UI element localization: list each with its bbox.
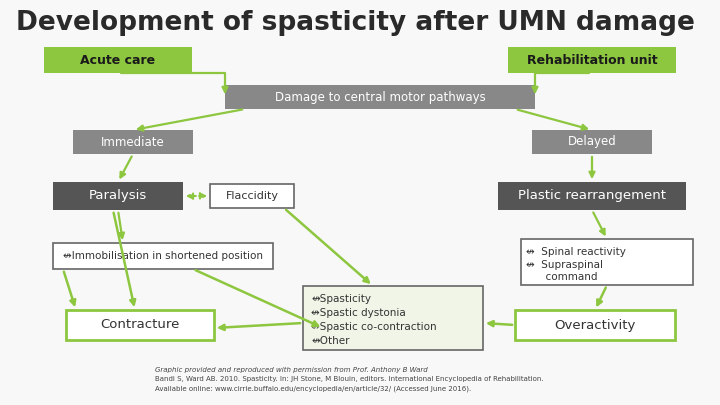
- Text: ↮Spastic dystonia: ↮Spastic dystonia: [311, 308, 406, 318]
- Text: Damage to central motor pathways: Damage to central motor pathways: [274, 90, 485, 104]
- Bar: [508, 47, 676, 73]
- Text: Bandi S, Ward AB. 2010. Spasticity. In: JH Stone, M Blouin, editors. Internation: Bandi S, Ward AB. 2010. Spasticity. In: …: [155, 376, 544, 382]
- Bar: [303, 286, 483, 350]
- Bar: [521, 239, 693, 285]
- Bar: [53, 243, 273, 269]
- Text: ↮Spasticity: ↮Spasticity: [311, 294, 371, 304]
- Text: Development of spasticity after UMN damage: Development of spasticity after UMN dama…: [16, 10, 694, 36]
- Text: ↮Spastic co-contraction: ↮Spastic co-contraction: [311, 322, 436, 332]
- Text: Contracture: Contracture: [100, 318, 180, 332]
- Bar: [44, 47, 192, 73]
- Bar: [73, 130, 193, 154]
- Text: Plastic rearrangement: Plastic rearrangement: [518, 190, 666, 202]
- Text: Rehabilitation unit: Rehabilitation unit: [527, 53, 657, 66]
- Bar: [53, 182, 183, 210]
- Text: Acute care: Acute care: [81, 53, 156, 66]
- Bar: [532, 130, 652, 154]
- Text: ↮  Spinal reactivity: ↮ Spinal reactivity: [526, 247, 626, 257]
- Bar: [498, 182, 686, 210]
- Text: Overactivity: Overactivity: [554, 318, 636, 332]
- Bar: [66, 310, 214, 340]
- Text: Paralysis: Paralysis: [89, 190, 147, 202]
- Text: Graphic provided and reproduced with permission from Prof. Anthony B Ward: Graphic provided and reproduced with per…: [155, 367, 428, 373]
- Bar: [515, 310, 675, 340]
- Text: Flaccidity: Flaccidity: [225, 191, 279, 201]
- Text: ↮  Supraspinal: ↮ Supraspinal: [526, 260, 603, 270]
- Text: Delayed: Delayed: [567, 136, 616, 149]
- Text: Available online: www.cirrie.buffalo.edu/encyclopedia/en/article/32/ (Accessed J: Available online: www.cirrie.buffalo.edu…: [155, 385, 472, 392]
- Text: Immediate: Immediate: [101, 136, 165, 149]
- Bar: [210, 184, 294, 208]
- Text: command: command: [526, 272, 598, 282]
- Text: ↮Immobilisation in shortened position: ↮Immobilisation in shortened position: [63, 251, 263, 261]
- Text: ↮Other: ↮Other: [311, 336, 349, 346]
- Bar: [225, 85, 535, 109]
